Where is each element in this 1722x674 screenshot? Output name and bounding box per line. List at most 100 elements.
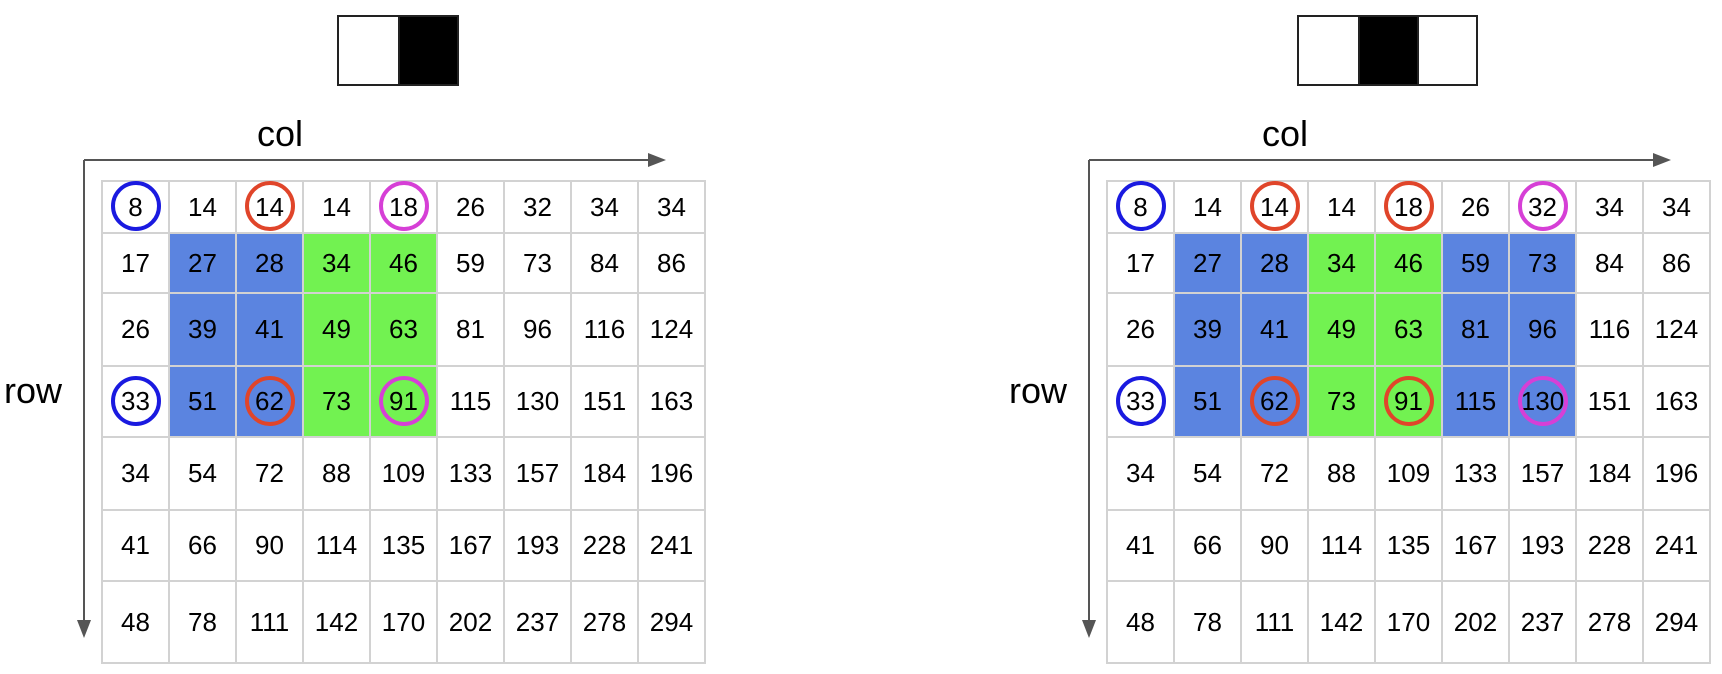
grid-cell: 26 xyxy=(436,180,505,234)
grid-cell: 18 xyxy=(1374,180,1443,234)
grid-cell: 84 xyxy=(570,232,639,294)
grid-cell: 90 xyxy=(235,509,304,582)
grid-row: 34 54 72 88 109 133 157 184 196 xyxy=(1106,436,1711,511)
grid-cell: 17 xyxy=(1106,232,1175,294)
circle-marker-magenta xyxy=(378,181,429,231)
grid-cell: 17 xyxy=(101,232,170,294)
grid-cell: 34 xyxy=(1307,232,1376,294)
grid-cell: 184 xyxy=(1575,436,1644,511)
grid-cell: 26 xyxy=(1441,180,1510,234)
grid-row: 17 27 28 34 46 59 73 84 86 xyxy=(1106,232,1711,294)
grid-row: 48 78 111 142 170 202 237 278 294 xyxy=(1106,580,1711,664)
grid-cell: 88 xyxy=(1307,436,1376,511)
grid-cell: 151 xyxy=(570,365,639,438)
grid-cell: 34 xyxy=(1575,180,1644,234)
row-axis-label: row xyxy=(1009,370,1068,411)
grid-cell: 81 xyxy=(436,292,505,367)
grid-cell: 133 xyxy=(1441,436,1510,511)
grid-cell: 27 xyxy=(168,232,237,294)
grid-cell: 26 xyxy=(101,292,170,367)
col-axis-arrowhead xyxy=(1653,153,1671,167)
grid-cell: 34 xyxy=(570,180,639,234)
grid-cell: 41 xyxy=(235,292,304,367)
grid-cell: 157 xyxy=(503,436,572,511)
grid-cell: 26 xyxy=(1106,292,1175,367)
row-axis-arrowhead xyxy=(1082,620,1096,638)
row-axis-arrowhead xyxy=(77,620,91,638)
grid-cell: 124 xyxy=(637,292,706,367)
grid-cell: 241 xyxy=(637,509,706,582)
grid-row: 26 39 41 49 63 81 96 116 124 xyxy=(101,292,706,367)
grid-cell: 193 xyxy=(1508,509,1577,582)
grid-row: 48 78 111 142 170 202 237 278 294 xyxy=(101,580,706,664)
grid-cell: 66 xyxy=(168,509,237,582)
haar-black-segment xyxy=(398,17,457,84)
grid-cell: 14 xyxy=(1307,180,1376,234)
circle-marker-red xyxy=(244,181,295,231)
grid-cell: 151 xyxy=(1575,365,1644,438)
grid-row: 8 14 14 14 18 26 32 34 34 xyxy=(101,180,706,234)
haar-feature-three-rect xyxy=(1297,15,1478,86)
grid-cell: 41 xyxy=(1240,292,1309,367)
col-axis-arrowhead xyxy=(648,153,666,167)
grid-cell: 48 xyxy=(101,580,170,664)
circle-marker-blue xyxy=(110,375,161,426)
grid-cell: 163 xyxy=(1642,365,1711,438)
grid-row: 33 51 62 73 91 115 130 151 163 xyxy=(1106,365,1711,438)
grid-cell: 109 xyxy=(1374,436,1443,511)
grid-row: 8 14 14 14 18 26 32 34 34 xyxy=(1106,180,1711,234)
grid-cell: 86 xyxy=(637,232,706,294)
grid-cell: 116 xyxy=(570,292,639,367)
grid-row: 17 27 28 34 46 59 73 84 86 xyxy=(101,232,706,294)
axes xyxy=(77,153,666,638)
grid-cell: 115 xyxy=(436,365,505,438)
grid-cell: 46 xyxy=(1374,232,1443,294)
grid-cell: 54 xyxy=(168,436,237,511)
grid-cell: 14 xyxy=(1173,180,1242,234)
grid-cell: 81 xyxy=(1441,292,1510,367)
circle-marker-magenta xyxy=(1517,181,1568,231)
grid-cell: 133 xyxy=(436,436,505,511)
grid-cell: 28 xyxy=(1240,232,1309,294)
grid-cell: 39 xyxy=(168,292,237,367)
grid-row: 41 66 90 114 135 167 193 228 241 xyxy=(1106,509,1711,582)
grid-cell: 96 xyxy=(1508,292,1577,367)
circle-marker-red xyxy=(1383,375,1434,426)
grid-cell: 34 xyxy=(1106,436,1175,511)
grid-cell: 90 xyxy=(1240,509,1309,582)
integral-image-panel-1: col row 8 14 14 14 18 26 32 34 34 17 27 28 34 46 59 73 8… xyxy=(0,0,800,674)
haar-white-segment xyxy=(1299,17,1358,84)
grid-cell: 66 xyxy=(1173,509,1242,582)
grid-row: 33 51 62 73 91 115 130 151 163 xyxy=(101,365,706,438)
grid-cell: 62 xyxy=(1240,365,1309,438)
grid-cell: 196 xyxy=(1642,436,1711,511)
grid-cell: 278 xyxy=(1575,580,1644,664)
grid-cell: 14 xyxy=(302,180,371,234)
integral-image-panel-2: col row 8 14 14 14 18 26 32 34 34 17 27 28 34 46 59 73 8… xyxy=(1005,0,1722,674)
grid-cell: 111 xyxy=(1240,580,1309,664)
grid-cell: 167 xyxy=(1441,509,1510,582)
grid-cell: 33 xyxy=(1106,365,1175,438)
grid-cell: 196 xyxy=(637,436,706,511)
circle-marker-blue xyxy=(1115,375,1166,426)
grid-cell: 109 xyxy=(369,436,438,511)
grid-cell: 32 xyxy=(1508,180,1577,234)
grid-cell: 84 xyxy=(1575,232,1644,294)
grid-cell: 27 xyxy=(1173,232,1242,294)
grid-cell: 14 xyxy=(235,180,304,234)
axes xyxy=(1082,153,1671,638)
haar-black-segment xyxy=(1358,17,1417,84)
grid-cell: 114 xyxy=(302,509,371,582)
grid-cell: 135 xyxy=(1374,509,1443,582)
grid-cell: 34 xyxy=(302,232,371,294)
grid-cell: 167 xyxy=(436,509,505,582)
row-axis-label: row xyxy=(4,370,63,411)
grid-cell: 49 xyxy=(1307,292,1376,367)
grid-row: 34 54 72 88 109 133 157 184 196 xyxy=(101,436,706,511)
grid-cell: 39 xyxy=(1173,292,1242,367)
grid-cell: 73 xyxy=(302,365,371,438)
grid-cell: 34 xyxy=(101,436,170,511)
grid-cell: 46 xyxy=(369,232,438,294)
grid-cell: 111 xyxy=(235,580,304,664)
integral-image-grid: 8 14 14 14 18 26 32 34 34 17 27 28 34 46 59 73 84 86 26 39 4… xyxy=(101,180,706,664)
